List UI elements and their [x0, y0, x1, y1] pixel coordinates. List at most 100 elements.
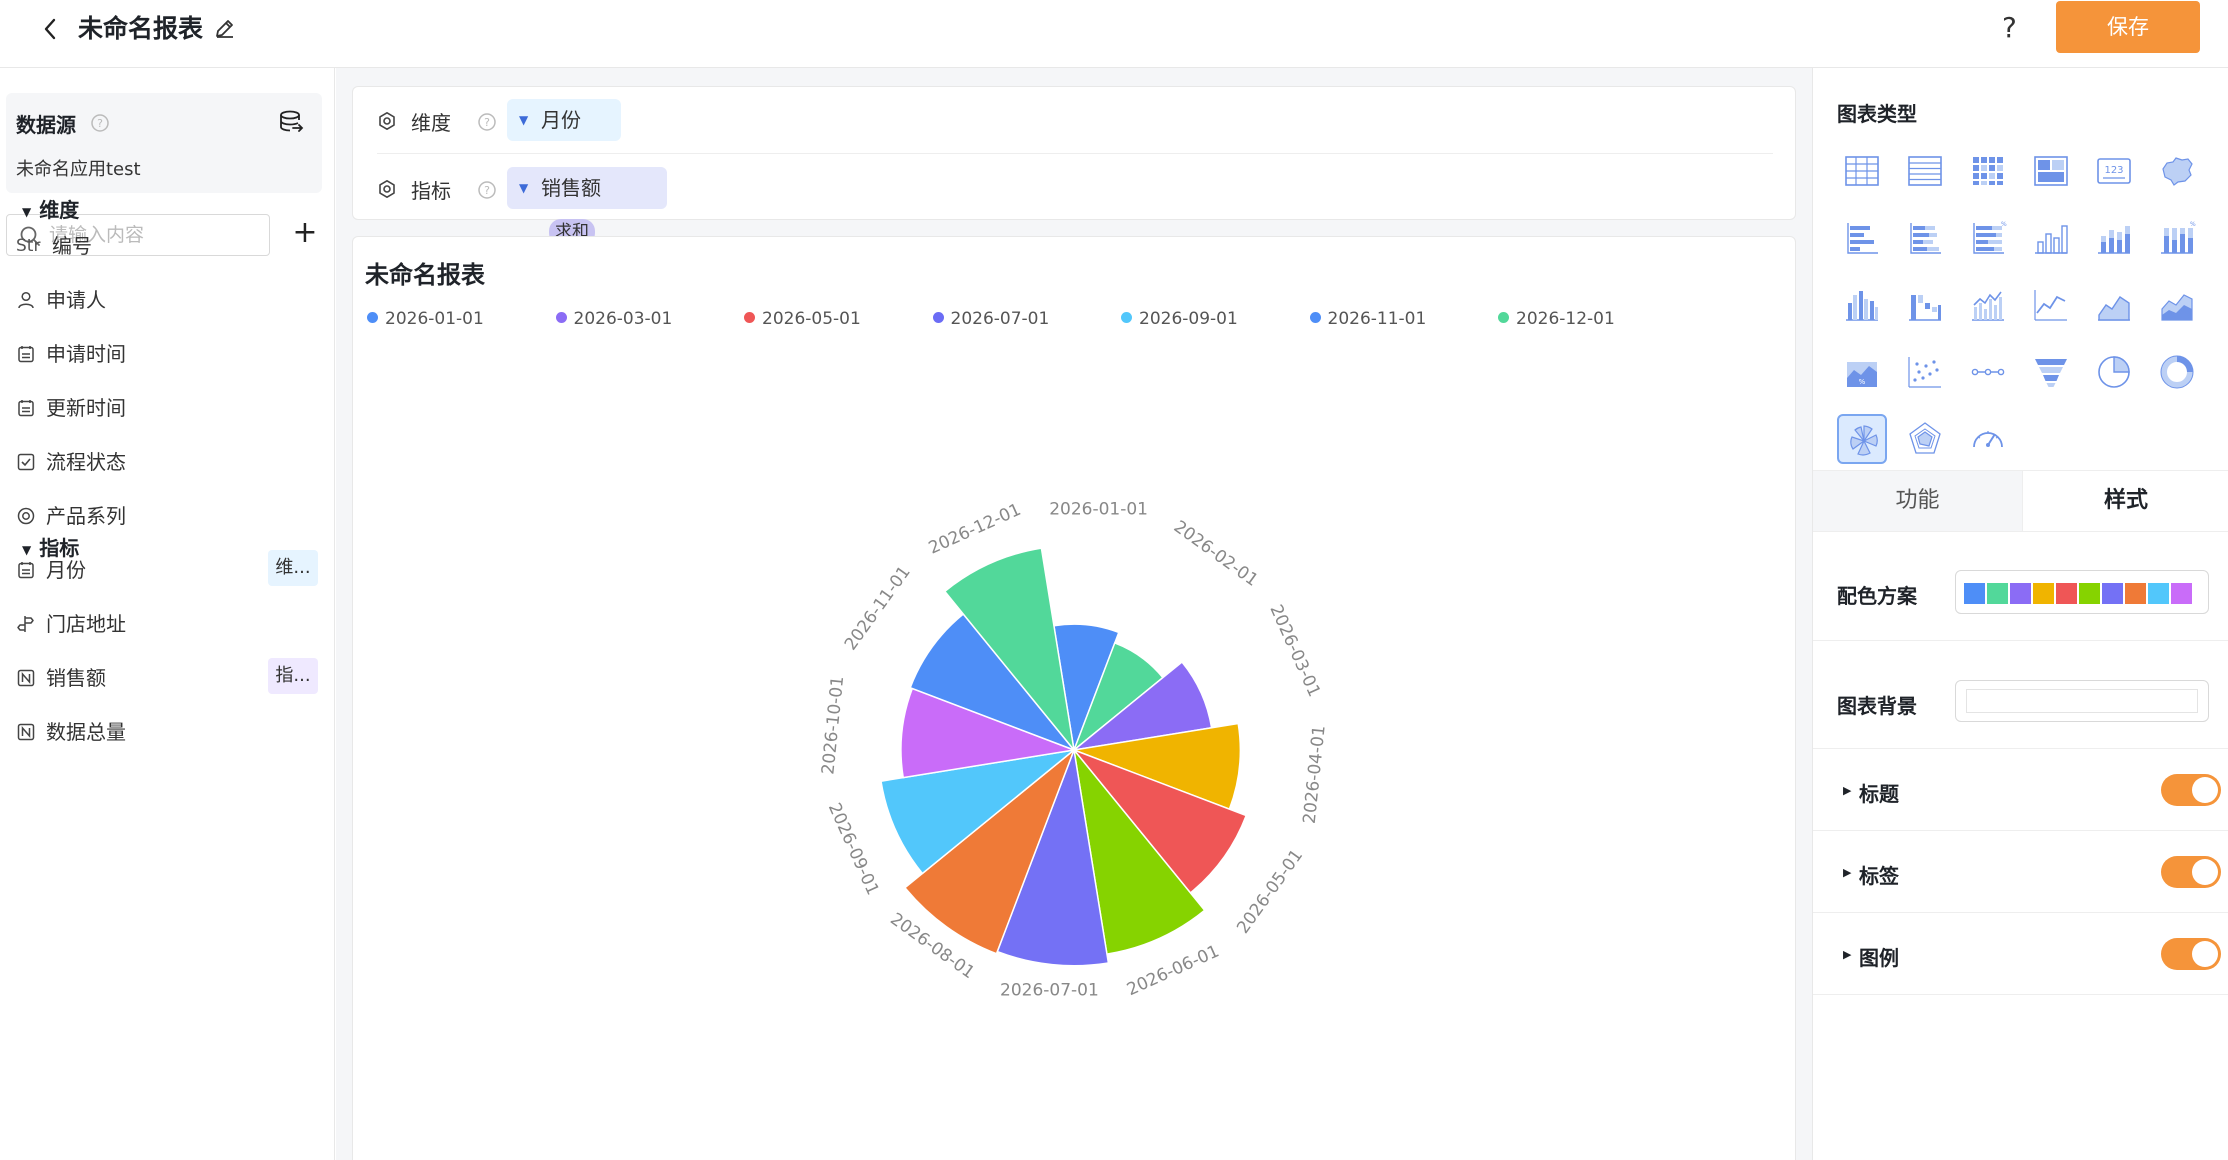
indicator-group-header[interactable]: ▼ 指标: [22, 532, 79, 561]
chart-type-pie[interactable]: [2089, 347, 2139, 397]
add-field-button[interactable]: +: [292, 215, 318, 250]
field-item-applicant[interactable]: 申请人: [16, 284, 326, 316]
chart-type-pivot-table[interactable]: [1963, 146, 2013, 196]
palette-swatch: [2102, 583, 2123, 604]
chart-type-funnel[interactable]: [2026, 347, 2076, 397]
dimension-group-header[interactable]: ▼ 维度: [22, 194, 79, 223]
database-switch-icon[interactable]: [278, 109, 304, 135]
legend-item[interactable]: 2026-01-01: [367, 305, 484, 333]
field-item-update-time[interactable]: 更新时间: [16, 392, 326, 424]
chart-type-bar-h-stack[interactable]: [1900, 213, 1950, 263]
field-item-id[interactable]: Str 编号: [16, 230, 326, 262]
chart-type-line[interactable]: [2026, 280, 2076, 330]
help-circle-icon[interactable]: ?: [477, 112, 497, 132]
legend-item[interactable]: 2026-09-01: [1121, 305, 1238, 333]
field-label: 月份: [46, 558, 86, 582]
rose-slice[interactable]: [996, 747, 1110, 967]
chart-type-gauge[interactable]: [1963, 414, 2013, 464]
calendar-icon: [18, 400, 34, 417]
rose-slice[interactable]: [900, 687, 1077, 779]
column-group-icon: [1846, 291, 1878, 321]
save-button[interactable]: 保存: [2056, 1, 2200, 53]
caret-right-icon[interactable]: ▶: [1843, 948, 1852, 961]
help-circle-icon[interactable]: ?: [90, 113, 110, 133]
palette-select[interactable]: [1955, 570, 2209, 614]
rose-slice[interactable]: [943, 547, 1076, 753]
chart-type-rose[interactable]: [1837, 414, 1887, 464]
rose-slice[interactable]: [1072, 747, 1206, 955]
legend-dot: [1121, 312, 1132, 323]
legend-label: 2026-07-01: [950, 309, 1050, 329]
field-item-product-series[interactable]: 产品系列: [16, 500, 326, 532]
panel-tabs: 功能 样式: [1813, 470, 2228, 532]
toggle-label: 标签: [1859, 864, 1899, 888]
tab-style[interactable]: 样式: [2023, 471, 2228, 531]
user-icon: [18, 291, 34, 309]
legend-item[interactable]: 2026-12-01: [1498, 305, 1615, 333]
chart-card: 未命名报表 2026-01-01 2026-03-01 2026-05-01 2026…: [352, 236, 1796, 1160]
chart-type-kpi-number[interactable]: 123: [2089, 146, 2139, 196]
chart-type-column-percent[interactable]: %: [2152, 213, 2202, 263]
caret-right-icon[interactable]: ▶: [1843, 784, 1852, 797]
help-circle-icon[interactable]: ?: [477, 180, 497, 200]
chart-type-bar-h-percent[interactable]: %: [1963, 213, 2013, 263]
chart-type-dot-line[interactable]: [1963, 347, 2013, 397]
header: 未命名报表 ? 保存: [0, 0, 2228, 68]
chart-type-combo[interactable]: [1963, 280, 2013, 330]
chart-type-column[interactable]: [2026, 213, 2076, 263]
chart-type-detail-table[interactable]: [1900, 146, 1950, 196]
legend-item[interactable]: 2026-05-01: [744, 305, 861, 333]
signpost-icon: [17, 616, 34, 632]
field-item-sales[interactable]: 销售额 指...: [16, 658, 326, 694]
field-item-month[interactable]: 月份 维...: [16, 550, 326, 586]
chart-type-card-table[interactable]: [2026, 146, 2076, 196]
search-input[interactable]: [49, 219, 259, 251]
chart-type-scatter[interactable]: [1900, 347, 1950, 397]
chart-type-column-stack[interactable]: [2089, 213, 2139, 263]
background-label: 图表背景: [1837, 694, 1917, 718]
caret-right-icon[interactable]: ▶: [1843, 866, 1852, 879]
field-item-flow-status[interactable]: 流程状态: [16, 446, 326, 478]
background-color-picker[interactable]: [1955, 680, 2209, 722]
chart-type-area[interactable]: [2089, 280, 2139, 330]
chart-type-table[interactable]: [1837, 146, 1887, 196]
datasource-title: 数据源: [16, 113, 76, 137]
rose-slice[interactable]: [880, 748, 1077, 875]
chart-type-column-group[interactable]: [1837, 280, 1887, 330]
field-item-data-count[interactable]: 数据总量: [16, 716, 326, 748]
legend-item[interactable]: 2026-03-01: [555, 305, 672, 333]
checkbox-icon: [17, 453, 35, 471]
chart-type-area-stack[interactable]: [2152, 280, 2202, 330]
tab-function[interactable]: 功能: [1813, 471, 2023, 531]
help-icon[interactable]: ?: [2002, 11, 2017, 44]
chart-type-waterfall[interactable]: [1900, 280, 1950, 330]
chart-type-bar-h[interactable]: [1837, 213, 1887, 263]
edit-icon[interactable]: [213, 16, 237, 40]
rose-slice[interactable]: [909, 613, 1077, 752]
field-search-box[interactable]: [6, 214, 270, 256]
legend-item[interactable]: 2026-11-01: [1309, 305, 1426, 333]
chart-type-radar[interactable]: [1900, 414, 1950, 464]
page-title: 未命名报表: [78, 14, 204, 43]
label-switch[interactable]: [2161, 856, 2221, 888]
chart-type-area-percent[interactable]: %: [1837, 347, 1887, 397]
chart-type-map[interactable]: [2152, 146, 2202, 196]
legend-item[interactable]: 2026-07-01: [932, 305, 1050, 333]
dimension-chip[interactable]: ▼ 月份: [507, 99, 621, 141]
svg-text:%: %: [2190, 221, 2196, 228]
combo-icon: [1972, 291, 2004, 321]
field-item-store-address[interactable]: 门店地址: [16, 608, 326, 640]
rose-slice[interactable]: [903, 747, 1076, 955]
indicator-chip[interactable]: ▼ 销售额求和: [507, 167, 667, 245]
back-icon[interactable]: [36, 14, 66, 44]
rose-slice[interactable]: [1071, 748, 1248, 894]
chart-type-donut[interactable]: [2152, 347, 2202, 397]
palette-swatch: [1987, 583, 2008, 604]
title-switch[interactable]: [2161, 774, 2221, 806]
indicator-chip-label: 销售额: [541, 176, 601, 200]
column-stack-icon: [2098, 226, 2130, 254]
legend-switch[interactable]: [2161, 938, 2221, 970]
field-item-apply-time[interactable]: 申请时间: [16, 338, 326, 370]
rose-slice[interactable]: [1071, 722, 1242, 811]
dimension-group-label: 维度: [39, 198, 80, 222]
